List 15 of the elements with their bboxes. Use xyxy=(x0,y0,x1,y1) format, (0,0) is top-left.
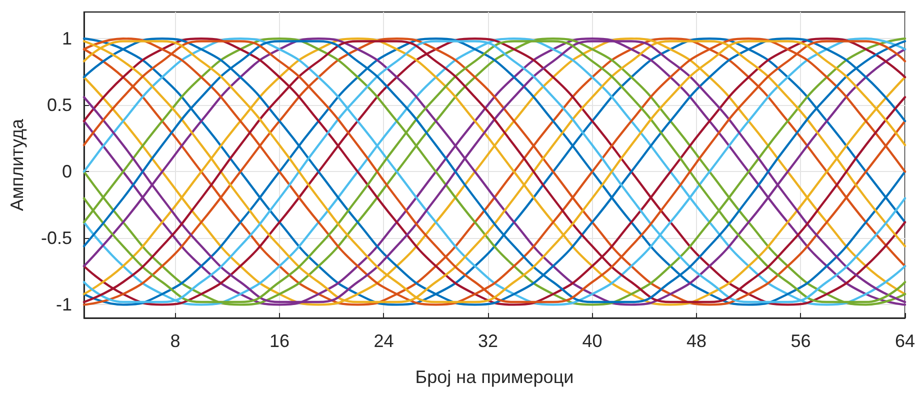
x-tick-label: 8 xyxy=(170,331,180,351)
x-tick-label: 56 xyxy=(790,331,811,351)
x-tick-label: 40 xyxy=(582,331,602,351)
x-tick-label: 64 xyxy=(894,331,916,351)
y-tick-label: -1 xyxy=(56,294,72,315)
y-tick-label: -0.5 xyxy=(40,228,72,248)
y-tick-label: 0.5 xyxy=(46,95,72,116)
x-tick-label: 16 xyxy=(269,331,290,351)
y-tick-label: 0 xyxy=(62,162,72,182)
x-tick-label: 48 xyxy=(686,331,706,351)
x-tick-label: 32 xyxy=(478,331,498,351)
x-axis-title: Број на примероци xyxy=(415,367,574,387)
y-tick-label: 1 xyxy=(62,28,72,49)
y-axis-title: Амплитуда xyxy=(7,118,27,212)
x-tick-label: 24 xyxy=(374,331,394,351)
